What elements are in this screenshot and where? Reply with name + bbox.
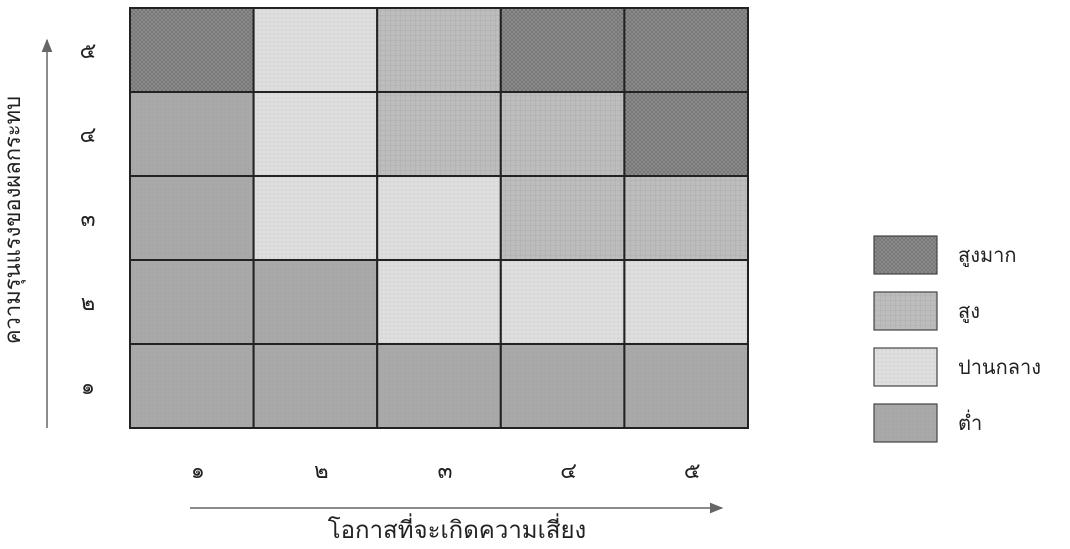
matrix-cell [252,7,379,93]
legend-label: สูง [958,299,980,324]
matrix-cell [129,7,255,93]
legend-label: ปานกลาง [958,355,1041,379]
matrix-cells [129,7,750,429]
x-tick-label: ๔ [560,459,577,484]
matrix-cell [376,91,502,177]
matrix-cell [499,175,626,261]
y-tick-label: ๑ [81,375,95,400]
matrix-cell [129,91,255,177]
legend-label: ต่ำ [958,409,982,435]
matrix-cell [252,175,379,261]
matrix-cell [376,7,502,93]
y-tick-labels: ๑ ๒ ๓ ๔ ๕ [80,39,97,400]
matrix-cell [376,343,502,429]
matrix-cell [252,259,379,345]
matrix-cell [499,7,626,93]
matrix-cell [252,91,379,177]
legend-swatch [873,403,938,443]
legend-label: สูงมาก [958,243,1017,268]
y-axis-label: ความรุนแรงของผลกระทบ [1,96,26,344]
matrix-cell [623,175,750,261]
matrix-cell [252,343,379,429]
matrix-cell [623,259,750,345]
matrix-cell [623,343,750,429]
y-tick-label: ๕ [80,39,97,64]
legend-swatch [873,235,938,275]
x-tick-label: ๓ [437,459,452,484]
matrix-cell [129,259,255,345]
y-tick-label: ๔ [80,123,97,148]
x-tick-label: ๕ [684,459,701,484]
legend-swatch [873,347,938,387]
matrix-cell [623,91,750,177]
x-tick-labels: ๑ ๒ ๓ ๔ ๕ [191,459,701,484]
matrix-cell [376,175,502,261]
x-axis-label: โอกาสที่จะเกิดความเสี่ยง [328,513,587,544]
matrix-cell [129,175,255,261]
matrix-cell [376,259,502,345]
matrix-cell [623,7,750,93]
matrix-cell [499,343,626,429]
matrix-cell [129,343,255,429]
x-tick-label: ๒ [314,459,329,484]
x-tick-label: ๑ [191,459,205,484]
legend-swatch [873,291,938,331]
y-tick-label: ๒ [81,291,96,316]
matrix-cell [499,259,626,345]
matrix-cell [499,91,626,177]
y-tick-label: ๓ [80,207,95,232]
